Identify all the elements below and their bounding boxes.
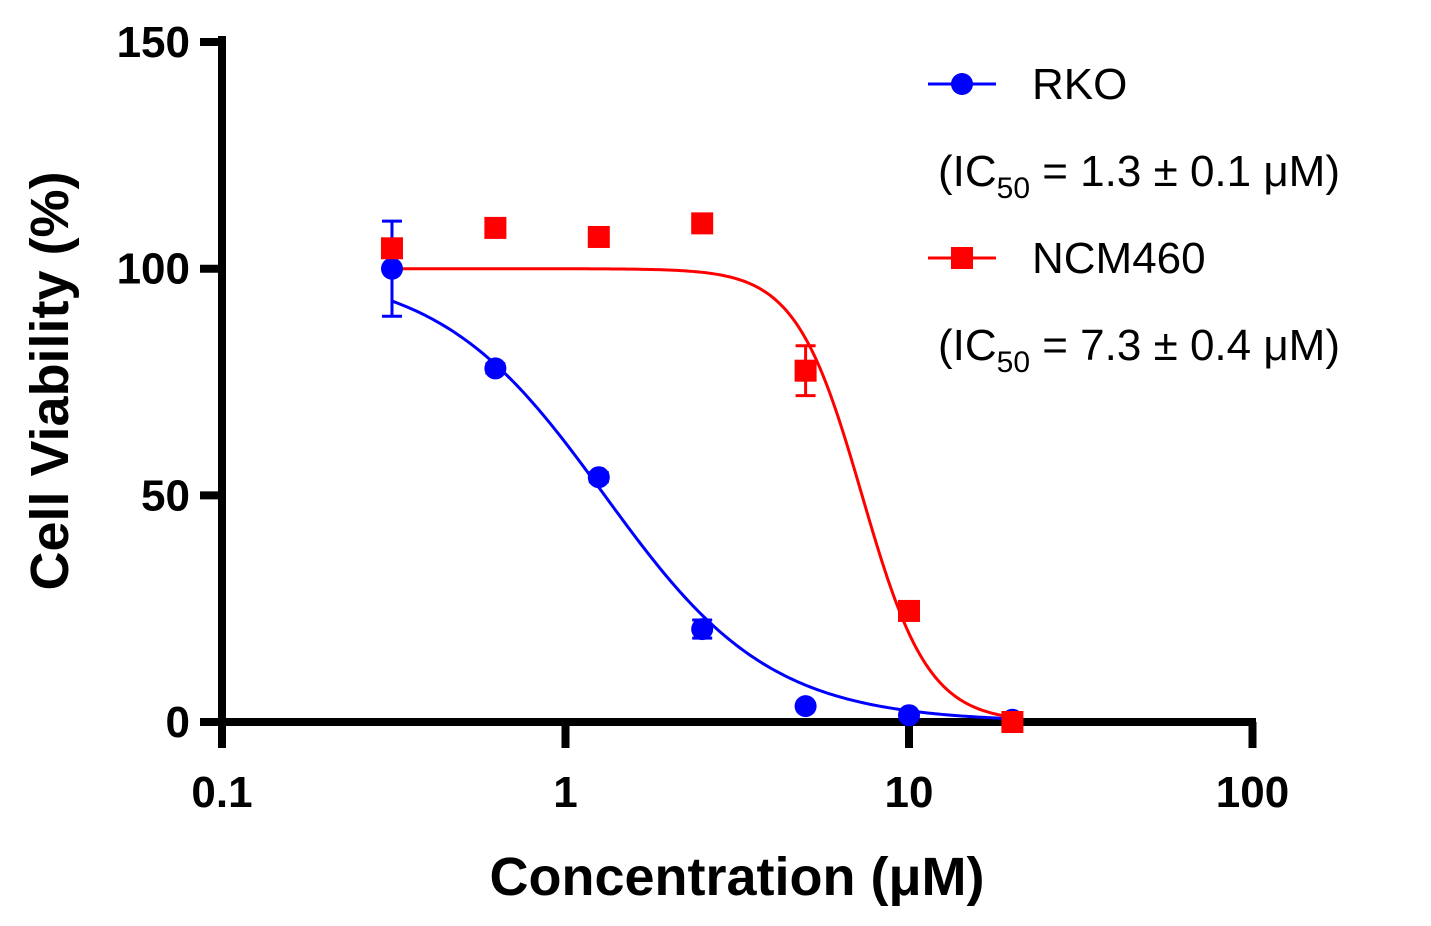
- y-tick-label: 100: [117, 245, 190, 294]
- y-tick-label: 150: [117, 18, 190, 67]
- error-bars: [381, 215, 1023, 726]
- rko-point: [898, 704, 920, 727]
- y-tick-label: 50: [141, 471, 190, 520]
- rko-point: [794, 695, 817, 718]
- rko-point: [587, 466, 610, 489]
- rko-legend-marker: [951, 73, 973, 95]
- rko-legend-label: RKO: [1032, 60, 1127, 109]
- data-points: [380, 212, 1024, 733]
- ncm460-point: [794, 359, 817, 382]
- ncm460-ic50-label: (IC50 = 7.3 ± 0.4 μM): [938, 321, 1340, 379]
- axes: [214, 36, 1256, 726]
- ncm460-legend-label: NCM460: [1032, 234, 1206, 283]
- x-ticks: 0.1 1 10 100: [191, 722, 1289, 817]
- y-ticks: 0 50 100 150: [117, 18, 222, 747]
- x-tick-label: 100: [1216, 768, 1289, 817]
- ncm460-point: [587, 225, 610, 248]
- x-axis-title: Concentration (μM): [490, 847, 985, 907]
- ncm460-legend-marker: [951, 247, 973, 269]
- y-axis-title: Cell Viability (%): [20, 171, 80, 590]
- ncm460-point: [484, 216, 507, 239]
- x-tick-label: 0.1: [191, 768, 252, 817]
- rko-point: [380, 257, 403, 280]
- ncm460-fit-curve: [391, 267, 1013, 719]
- legend: RKO (IC50 = 1.3 ± 0.1 μM) NCM460 (IC50 = 7.…: [928, 60, 1340, 379]
- x-tick-label: 10: [885, 768, 934, 817]
- ncm460-point: [691, 212, 714, 235]
- ncm460-point: [380, 237, 403, 260]
- ncm460-point: [898, 599, 920, 622]
- ncm460-point: [1001, 711, 1024, 733]
- x-tick-label: 1: [553, 768, 577, 817]
- rko-point: [484, 357, 507, 380]
- fit-curves: [391, 267, 1013, 721]
- rko-ic50-label: (IC50 = 1.3 ± 0.1 μM): [938, 147, 1340, 205]
- y-tick-label: 0: [166, 698, 190, 747]
- rko-point: [691, 618, 714, 641]
